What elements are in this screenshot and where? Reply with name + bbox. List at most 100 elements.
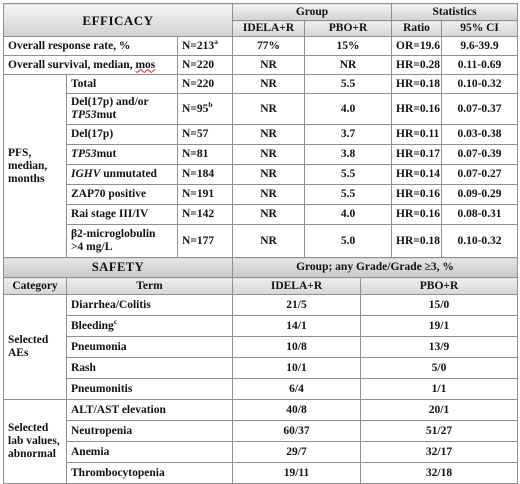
os-idela: NR	[232, 55, 306, 75]
pfs-idela: NR	[232, 184, 306, 205]
pfs-n: N=81	[176, 144, 234, 165]
ae-idela: 10/8	[232, 336, 362, 358]
pfs-subgroup-label: Total	[66, 74, 178, 94]
pfs-pbo: 5.5	[304, 74, 393, 94]
lab-term: ALT/AST elevation	[65, 399, 234, 421]
efficacy-title: EFFICACY	[2, 3, 234, 37]
pfs-row: ZAP70 positive N=191 NR 5.5 HR=0.16 0.09…	[4, 184, 519, 205]
ae-pbo: 13/9	[360, 336, 519, 358]
lab-row: Thrombocytopenia 19/11 32/18	[4, 462, 519, 484]
lab-pbo: 32/17	[360, 441, 519, 463]
pfs-ratio: HR=0.18	[391, 224, 443, 258]
pfs-n: N=142	[176, 204, 234, 225]
lab-pbo: 51/27	[360, 420, 519, 442]
pfs-subgroup-label: Rai stage III/IV	[66, 204, 178, 225]
lab-idela: 40/8	[232, 399, 362, 421]
lab-term: Thrombocytopenia	[65, 462, 234, 484]
lab-row: Selected lab values, abnormal ALT/AST el…	[3, 399, 519, 484]
pfs-n: N=191	[176, 184, 234, 205]
lab-row: Anemia 29/7 32/17	[4, 441, 519, 463]
ae-row: Pneumonitis 6/4 1/1	[4, 378, 519, 400]
ae-idela: 6/4	[232, 378, 362, 400]
ae-term: Bleedingc	[65, 315, 234, 337]
pfs-subgroup-label: Del(17p)	[66, 124, 178, 145]
pfs-ratio: HR=0.16	[391, 93, 443, 125]
pfs-subgroup-label: Del(17p) and/or TP53mut	[66, 93, 178, 125]
pfs-n: N=95b	[176, 93, 234, 125]
ae-row: Pneumonia 10/8 13/9	[4, 336, 519, 358]
col-idela-header: IDELA+R	[232, 20, 306, 37]
pfs-ratio: HR=0.16	[391, 184, 443, 205]
pfs-ratio: HR=0.18	[391, 74, 443, 94]
orr-pbo: 15%	[304, 36, 393, 56]
safety-pbo-header: PBO+R	[360, 277, 519, 295]
ae-row: Bleedingc 14/1 19/1	[4, 315, 519, 337]
safety-subheader-row: Category Term IDELA+R PBO+R	[3, 277, 519, 295]
statistics-label: Statistics	[391, 3, 519, 21]
pfs-idela: NR	[232, 144, 306, 165]
lab-term: Anemia	[65, 441, 234, 463]
safety-idela-header: IDELA+R	[232, 277, 362, 295]
lab-term: Neutropenia	[65, 420, 234, 442]
orr-n: N=213a	[176, 36, 234, 56]
pfs-idela: NR	[232, 124, 306, 145]
pfs-ci: 0.09-0.29	[441, 184, 519, 205]
term-header: Term	[65, 277, 234, 295]
col-ratio-header: Ratio	[391, 20, 443, 37]
safety-group-label: Group; any Grade/Grade ≥3, %	[232, 257, 519, 278]
ae-term: Rash	[65, 357, 234, 379]
ae-term: Diarrhea/Colitis	[65, 294, 234, 316]
os-pbo: NR	[304, 55, 393, 75]
pfs-idela: NR	[232, 204, 306, 225]
pfs-ci: 0.07-0.37	[441, 93, 519, 125]
orr-idela: 77%	[232, 36, 306, 56]
pfs-pbo: 4.0	[304, 93, 393, 125]
pfs-pbo: 5.5	[304, 184, 393, 205]
pfs-pbo: 3.7	[304, 124, 393, 145]
lab-pbo: 20/1	[360, 399, 519, 421]
orr-ci: 9.6-39.9	[441, 36, 519, 56]
lab-row: Neutropenia 60/37 51/27	[4, 420, 519, 442]
pfs-ci: 0.10-0.32	[441, 74, 519, 94]
pfs-row: Del(17p) N=57 NR 3.7 HR=0.11 0.03-0.38	[4, 124, 519, 145]
ae-pbo: 19/1	[360, 315, 519, 337]
os-row: Overall survival, median, mos N=220 NR N…	[3, 55, 519, 75]
pfs-row: β2-microglobulin >4 mg/L N=177 NR 5.0 HR=…	[4, 224, 519, 258]
pfs-idela: NR	[232, 164, 306, 185]
os-ratio: HR=0.28	[391, 55, 443, 75]
pfs-ci: 0.08-0.31	[441, 204, 519, 225]
efficacy-subheader-row: IDELA+R PBO+R Ratio 95% CI	[4, 20, 519, 37]
os-ci: 0.11-0.69	[441, 55, 519, 75]
pfs-pbo: 5.0	[304, 224, 393, 258]
pfs-ratio: HR=0.17	[391, 144, 443, 165]
lab-category: Selected lab values, abnormal	[3, 399, 67, 484]
safety-title: SAFETY	[2, 257, 234, 278]
pfs-row: Rai stage III/IV N=142 NR 4.0 HR=0.16 0.…	[4, 204, 519, 225]
ae-category: Selected AEs	[3, 294, 67, 400]
pfs-pbo: 4.0	[304, 204, 393, 225]
lab-pbo: 32/18	[360, 462, 519, 484]
os-label: Overall survival, median, mos	[3, 55, 178, 75]
ae-pbo: 1/1	[360, 378, 519, 400]
safety-header-row: SAFETY Group; any Grade/Grade ≥3, %	[2, 257, 519, 278]
pfs-n: N=220	[176, 74, 234, 94]
ae-row: Selected AEs Diarrhea/Colitis 21/5 15/0	[3, 294, 519, 400]
pfs-ci: 0.10-0.32	[441, 224, 519, 258]
pfs-subgroup-label: ZAP70 positive	[66, 184, 178, 205]
pfs-ratio: HR=0.14	[391, 164, 443, 185]
ae-term: Pneumonia	[65, 336, 234, 358]
pfs-idela: NR	[232, 93, 306, 125]
pfs-n: N=177	[176, 224, 234, 258]
orr-label: Overall response rate, %	[3, 36, 178, 56]
col-ci-header: 95% CI	[441, 20, 519, 37]
efficacy-safety-table: EFFICACY Group Statistics IDELA+R PBO+R …	[2, 3, 519, 484]
pfs-pbo: 5.5	[304, 164, 393, 185]
pfs-subgroup-label: IGHV unmutated	[66, 164, 178, 185]
ae-pbo: 5/0	[360, 357, 519, 379]
pfs-row: TP53mut N=81 NR 3.8 HR=0.17 0.07-0.39	[4, 144, 519, 165]
ae-pbo: 15/0	[360, 294, 519, 316]
pfs-ratio: HR=0.11	[391, 124, 443, 145]
lab-idela: 29/7	[232, 441, 362, 463]
ae-idela: 10/1	[232, 357, 362, 379]
ae-row: Rash 10/1 5/0	[4, 357, 519, 379]
